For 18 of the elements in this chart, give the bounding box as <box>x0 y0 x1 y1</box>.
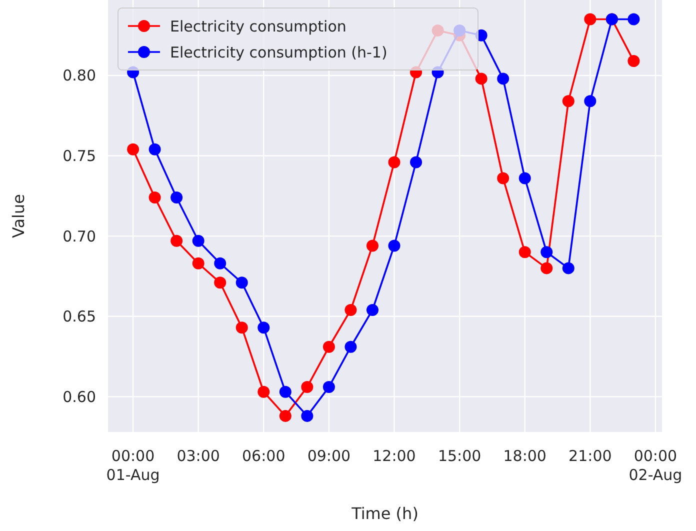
x-tick-label: 03:00 <box>176 447 220 465</box>
x-tick-label: 12:00 <box>372 447 416 465</box>
legend-label: Electricity consumption (h-1) <box>170 43 388 62</box>
y-tick-label: 0.60 <box>62 388 96 406</box>
x-tick-label: 09:00 <box>307 447 351 465</box>
x-tick-label: 15:00 <box>438 447 482 465</box>
x-tick-label: 00:00 02-Aug <box>628 447 682 484</box>
y-tick-label: 0.65 <box>62 308 96 326</box>
y-axis-title: Value <box>9 194 28 238</box>
x-tick-label: 21:00 <box>568 447 612 465</box>
x-tick-label: 06:00 <box>242 447 286 465</box>
legend-label: Electricity consumption <box>170 17 346 36</box>
y-tick-label: 0.70 <box>62 227 96 246</box>
y-tick-label: 0.80 <box>62 66 96 85</box>
x-tick-label: 00:00 01-Aug <box>106 447 160 484</box>
x-axis-title: Time (h) <box>350 504 418 523</box>
y-tick-label: 0.75 <box>62 147 96 166</box>
x-tick-label: 18:00 <box>503 447 546 465</box>
